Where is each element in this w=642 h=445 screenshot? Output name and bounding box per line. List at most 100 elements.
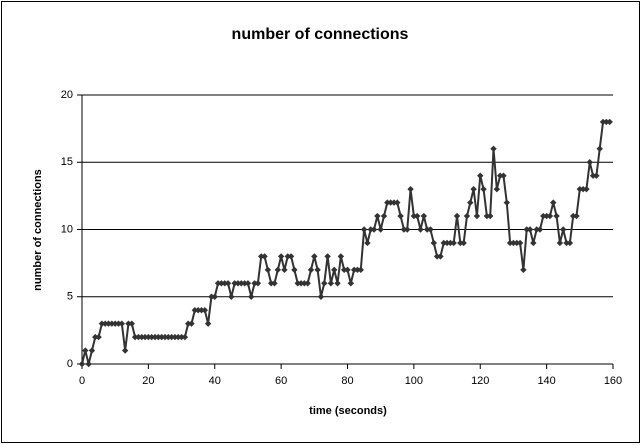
data-point [540, 212, 547, 220]
data-point [503, 199, 510, 206]
data-point [301, 280, 308, 287]
data-point [450, 239, 457, 247]
data-point [95, 333, 102, 341]
data-point [374, 212, 381, 220]
data-point [553, 212, 560, 220]
data-point [115, 320, 122, 327]
data-point [314, 266, 321, 274]
data-point [317, 293, 325, 300]
data-point [168, 333, 175, 341]
data-point [224, 280, 232, 287]
data-point [506, 239, 514, 247]
data-point [457, 239, 464, 247]
data-point [105, 320, 112, 327]
data-point [158, 333, 165, 341]
data-point [148, 333, 155, 341]
x-tick-label: 80 [341, 375, 353, 387]
data-point [390, 199, 398, 206]
data-point [118, 320, 126, 327]
data-point [500, 172, 507, 179]
data-point [231, 280, 238, 287]
data-point [380, 212, 388, 220]
data-point [410, 212, 418, 220]
x-tick-label: 160 [604, 375, 622, 387]
data-point [211, 293, 218, 300]
data-point [267, 280, 275, 287]
data-point [350, 266, 358, 274]
data-point [88, 347, 96, 354]
data-point [102, 320, 109, 327]
data-point [487, 212, 494, 220]
data-point [244, 280, 252, 287]
data-point [111, 320, 119, 327]
data-point [254, 280, 262, 287]
data-point [264, 266, 272, 274]
data-point [82, 347, 89, 354]
data-point [516, 239, 524, 247]
data-point [138, 333, 145, 341]
data-point [493, 185, 501, 193]
data-point [331, 266, 338, 274]
data-point [576, 185, 584, 193]
data-point [178, 333, 185, 341]
data-point [397, 212, 404, 220]
data-point [258, 253, 265, 260]
data-point [413, 212, 421, 220]
data-point [510, 239, 517, 247]
data-point [473, 212, 481, 220]
data-point [307, 266, 315, 274]
data-point [311, 253, 318, 260]
data-point [131, 333, 139, 341]
data-point [569, 212, 577, 220]
data-point [427, 226, 434, 233]
data-point [261, 253, 268, 260]
data-point [208, 293, 215, 300]
data-point [566, 239, 574, 247]
data-point [384, 199, 391, 206]
data-point [523, 226, 530, 233]
x-tick-label: 120 [471, 375, 489, 387]
data-point [520, 266, 527, 274]
data-point [334, 280, 341, 287]
data-point [407, 185, 414, 193]
y-tick-label: 20 [61, 89, 73, 101]
data-point [583, 185, 590, 193]
data-point [327, 280, 335, 287]
data-point [560, 226, 567, 233]
data-point [387, 199, 394, 206]
data-point [447, 239, 454, 247]
data-point [214, 280, 222, 287]
data-point [201, 307, 208, 314]
x-axis-label: time (seconds) [309, 405, 387, 417]
data-point [357, 266, 364, 274]
data-point [304, 280, 311, 287]
data-point [453, 212, 461, 220]
data-point [420, 212, 428, 220]
x-tick-label: 60 [275, 375, 287, 387]
data-point [125, 320, 132, 327]
data-point [360, 226, 368, 233]
data-point [556, 239, 564, 247]
y-tick-label: 15 [61, 156, 73, 168]
data-point [241, 280, 248, 287]
data-point [128, 320, 135, 327]
data-point [340, 266, 348, 274]
chart-title: number of connections [232, 26, 409, 43]
data-point [377, 226, 384, 233]
data-point [155, 333, 162, 341]
data-point [596, 145, 603, 152]
data-point [433, 253, 441, 260]
data-point [367, 226, 374, 233]
data-point [161, 333, 169, 341]
data-point [579, 185, 587, 193]
data-point [191, 307, 199, 314]
data-point [470, 185, 477, 193]
data-point [423, 226, 431, 233]
data-point [526, 226, 534, 233]
data-point [141, 333, 149, 341]
data-point [443, 239, 451, 247]
x-tick-label: 0 [79, 375, 85, 387]
data-point [364, 239, 371, 247]
